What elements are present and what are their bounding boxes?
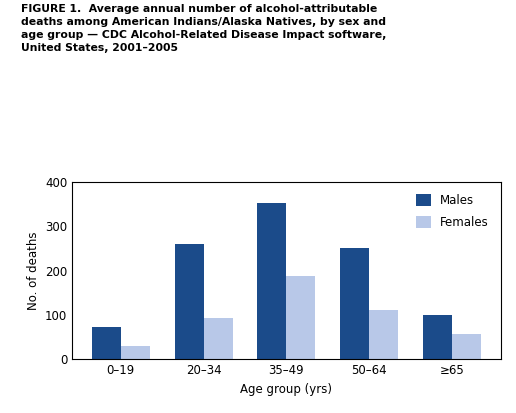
Bar xyxy=(286,276,315,359)
Bar xyxy=(92,328,121,359)
Legend: Males, Females: Males, Females xyxy=(410,188,495,235)
Bar xyxy=(369,311,398,359)
Y-axis label: No. of deaths: No. of deaths xyxy=(26,231,40,310)
Bar xyxy=(257,203,286,359)
X-axis label: Age group (yrs): Age group (yrs) xyxy=(240,383,332,396)
Bar xyxy=(203,318,233,359)
Bar xyxy=(452,334,481,359)
Bar xyxy=(174,244,203,359)
Bar xyxy=(121,346,150,359)
Bar xyxy=(423,315,452,359)
Text: FIGURE 1.  Average annual number of alcohol-attributable
deaths among American I: FIGURE 1. Average annual number of alcoh… xyxy=(21,4,386,52)
Bar xyxy=(340,248,369,359)
